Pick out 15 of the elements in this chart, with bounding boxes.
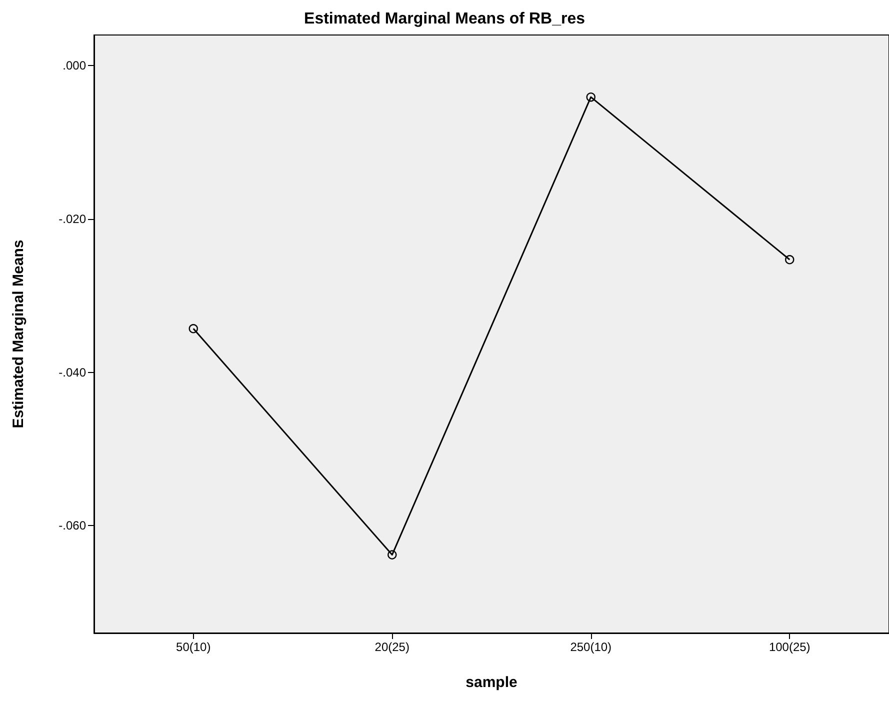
- y-axis-title: Estimated Marginal Means: [10, 240, 27, 428]
- point: [188, 324, 198, 334]
- point: [785, 255, 794, 264]
- point: [586, 92, 596, 102]
- y-tick-label: -.060: [58, 518, 86, 533]
- y-tick-label: .000: [62, 58, 86, 73]
- y-tick-label: -.040: [58, 365, 86, 380]
- point: [388, 550, 397, 560]
- x-axis-title: sample: [466, 674, 518, 691]
- chart-title: Estimated Marginal Means of RB_res: [304, 10, 586, 28]
- x-tick-label: 50(10): [176, 640, 211, 654]
- x-tick-label: 20(25): [374, 640, 410, 654]
- y-tick-label: -.020: [58, 212, 86, 226]
- x-tick-label: 100(25): [768, 640, 810, 654]
- x-tick-label: 250(10): [570, 640, 612, 654]
